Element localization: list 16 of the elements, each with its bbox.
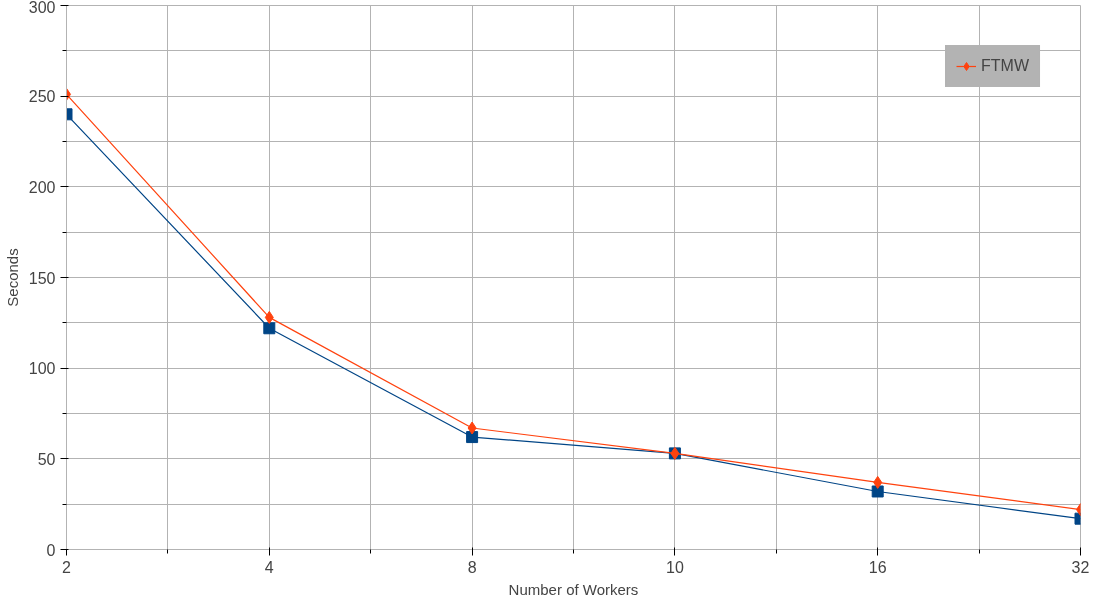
x-tick-label: 32 bbox=[1071, 558, 1090, 576]
y-tick-label: 50 bbox=[37, 450, 56, 468]
x-tick-label: 8 bbox=[467, 558, 477, 576]
y-tick-label: 0 bbox=[46, 541, 56, 559]
x-tick-label: 10 bbox=[666, 558, 684, 576]
y-tick-label: 150 bbox=[28, 269, 56, 287]
x-tick-label: 4 bbox=[264, 558, 274, 576]
y-tick-label: 300 bbox=[28, 0, 56, 16]
y-tick-label: 200 bbox=[28, 178, 56, 196]
x-tick-label: 16 bbox=[868, 558, 887, 576]
y-axis-title: Seconds bbox=[3, 248, 21, 307]
y-tick-label: 100 bbox=[28, 360, 56, 378]
x-axis-title: Number of Workers bbox=[508, 580, 639, 598]
x-tick-label: 2 bbox=[62, 558, 72, 576]
y-tick-label: 250 bbox=[28, 88, 56, 106]
legend-label: FTMW bbox=[981, 57, 1029, 75]
